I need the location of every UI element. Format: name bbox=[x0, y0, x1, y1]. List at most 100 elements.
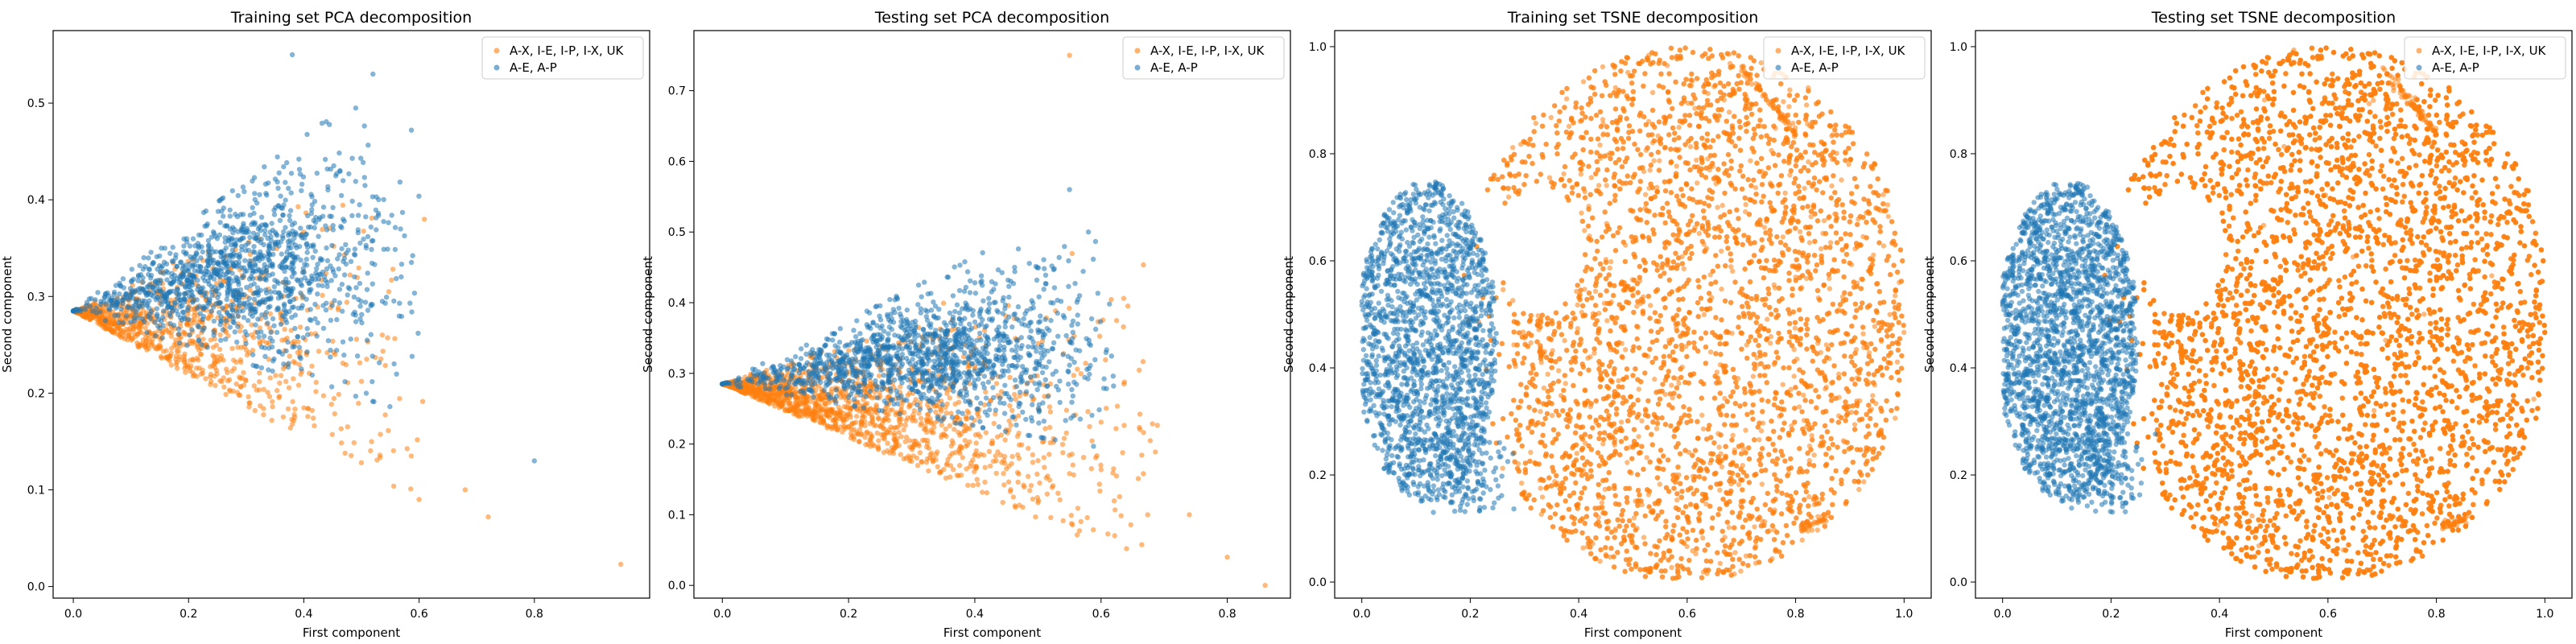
data-point bbox=[762, 381, 768, 386]
data-point bbox=[292, 312, 299, 318]
data-point bbox=[887, 386, 894, 391]
data-point bbox=[1016, 471, 1022, 477]
data-point bbox=[295, 204, 301, 209]
data-point bbox=[784, 357, 791, 362]
data-point bbox=[129, 278, 134, 283]
data-point bbox=[237, 328, 243, 334]
data-point bbox=[267, 252, 273, 258]
data-point bbox=[196, 347, 202, 353]
data-point bbox=[1124, 546, 1129, 551]
data-point bbox=[972, 452, 977, 458]
data-point bbox=[819, 407, 825, 412]
data-point bbox=[171, 277, 177, 283]
data-point bbox=[181, 269, 188, 275]
data-point bbox=[300, 335, 306, 341]
data-point bbox=[411, 290, 418, 296]
data-point bbox=[910, 444, 916, 450]
data-point bbox=[334, 171, 340, 176]
data-point bbox=[250, 178, 255, 184]
data-point bbox=[1007, 374, 1013, 380]
data-point bbox=[309, 363, 315, 369]
data-point bbox=[1137, 427, 1143, 432]
data-point bbox=[274, 231, 279, 237]
data-point bbox=[280, 259, 286, 266]
data-point bbox=[891, 425, 897, 431]
data-point bbox=[957, 421, 964, 427]
data-point bbox=[1137, 411, 1143, 417]
data-point bbox=[180, 303, 185, 309]
data-point bbox=[1046, 424, 1053, 431]
data-point bbox=[289, 222, 295, 228]
data-point bbox=[1042, 281, 1049, 287]
data-point bbox=[947, 453, 953, 459]
data-point bbox=[1076, 528, 1083, 534]
data-point bbox=[993, 453, 998, 459]
data-point bbox=[1095, 291, 1101, 296]
series-2-points bbox=[720, 187, 1117, 449]
data-point bbox=[238, 359, 244, 365]
data-point bbox=[365, 142, 371, 148]
data-point bbox=[1088, 466, 1095, 472]
data-point bbox=[283, 180, 288, 185]
data-point bbox=[1096, 407, 1102, 413]
data-point bbox=[365, 308, 371, 313]
data-point bbox=[302, 275, 308, 281]
data-point bbox=[935, 464, 941, 469]
data-point bbox=[1002, 437, 1008, 443]
data-point bbox=[738, 384, 744, 390]
data-point bbox=[227, 324, 233, 330]
data-point bbox=[1140, 359, 1146, 365]
data-point bbox=[356, 265, 361, 271]
data-point bbox=[1112, 533, 1117, 539]
data-point bbox=[1107, 301, 1113, 307]
data-point bbox=[252, 191, 258, 196]
data-point bbox=[177, 297, 183, 303]
data-point bbox=[229, 345, 235, 352]
data-point bbox=[279, 251, 284, 257]
data-point bbox=[859, 419, 865, 425]
x-tick-label: 0.0 bbox=[64, 608, 82, 621]
data-point bbox=[776, 390, 782, 396]
data-point bbox=[877, 367, 884, 374]
data-point bbox=[1101, 376, 1107, 382]
data-point bbox=[840, 415, 846, 421]
data-point bbox=[283, 288, 289, 294]
data-point bbox=[355, 227, 361, 233]
data-point bbox=[1086, 337, 1092, 343]
data-point bbox=[894, 392, 901, 398]
data-point bbox=[862, 435, 868, 440]
data-point bbox=[207, 298, 213, 303]
data-point bbox=[1071, 359, 1077, 365]
data-point bbox=[948, 411, 954, 416]
data-point bbox=[147, 298, 152, 303]
data-point bbox=[286, 185, 291, 192]
data-point bbox=[833, 400, 839, 406]
data-point bbox=[392, 336, 398, 341]
data-point bbox=[415, 330, 421, 336]
data-point bbox=[956, 310, 963, 316]
data-point bbox=[933, 409, 939, 415]
data-point bbox=[340, 202, 346, 208]
data-point bbox=[289, 274, 295, 279]
data-point bbox=[353, 105, 359, 111]
data-point bbox=[250, 352, 256, 357]
data-point bbox=[873, 357, 879, 362]
data-point bbox=[329, 431, 335, 437]
data-point bbox=[1016, 442, 1022, 448]
data-point bbox=[1013, 344, 1020, 349]
data-point bbox=[937, 357, 943, 362]
data-point bbox=[207, 260, 213, 266]
data-point bbox=[772, 389, 778, 394]
data-point bbox=[950, 314, 956, 320]
data-point bbox=[898, 311, 903, 317]
data-point bbox=[223, 391, 229, 398]
data-point bbox=[338, 192, 345, 199]
data-point bbox=[250, 249, 256, 254]
data-point bbox=[911, 408, 918, 414]
data-point bbox=[1038, 313, 1043, 319]
data-point bbox=[288, 171, 295, 176]
y-axis-label: Second component bbox=[0, 256, 14, 373]
data-point bbox=[195, 241, 201, 246]
data-point bbox=[1010, 494, 1017, 500]
data-point bbox=[995, 333, 1001, 339]
